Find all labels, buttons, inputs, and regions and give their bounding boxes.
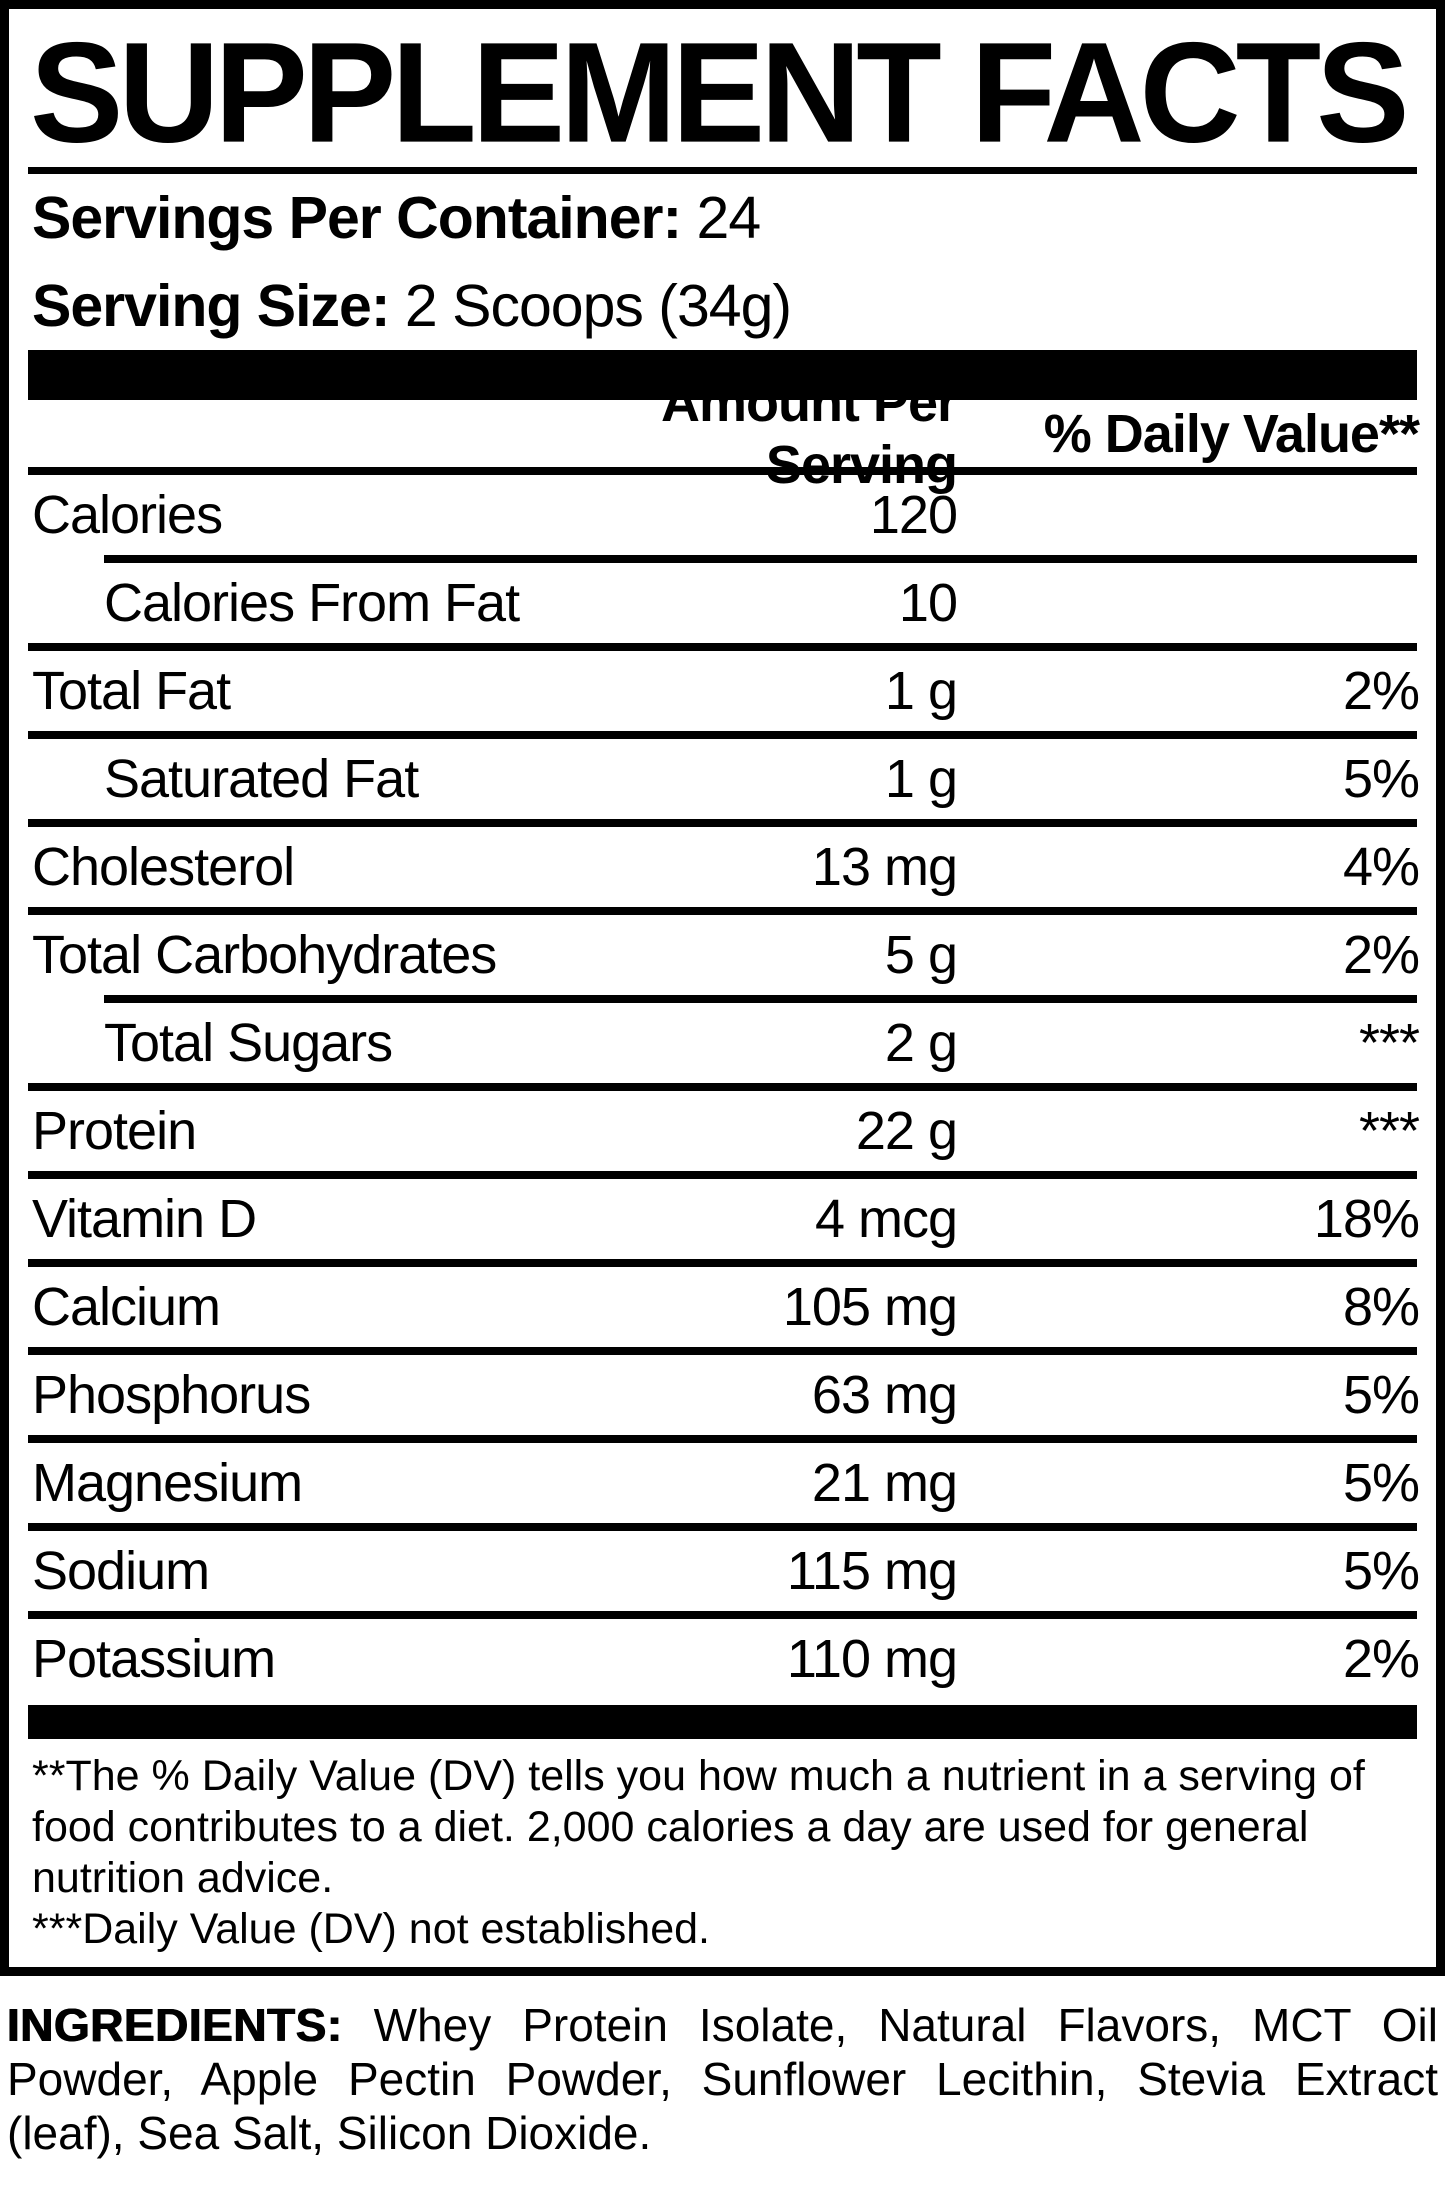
supplement-facts-title: SUPPLEMENT FACTS bbox=[30, 12, 1410, 173]
nutrient-daily-value: 4% bbox=[1342, 837, 1420, 897]
nutrient-rows: Calories 120 Calories From Fat 10 Total … bbox=[26, 475, 1420, 1699]
divider-bar-bottom bbox=[28, 1705, 1417, 1739]
nutrient-amount: 120 bbox=[869, 485, 958, 545]
nutrient-name: Phosphorus bbox=[32, 1365, 311, 1425]
nutrient-daily-value: 5% bbox=[1342, 1365, 1420, 1425]
table-row: Vitamin D 4 mcg 18% bbox=[26, 1179, 1420, 1259]
title-divider bbox=[28, 167, 1417, 174]
serving-size-label: Serving Size: bbox=[32, 273, 391, 339]
not-established-footnote: ***Daily Value (DV) not established. bbox=[32, 1905, 710, 1953]
table-row: Cholesterol 13 mg 4% bbox=[26, 827, 1420, 907]
nutrient-daily-value: 8% bbox=[1342, 1277, 1420, 1337]
serving-size-value: 2 Scoops (34g) bbox=[389, 273, 792, 339]
nutrient-name: Calories bbox=[32, 485, 223, 545]
row-divider bbox=[28, 1611, 1417, 1619]
table-row: Potassium 110 mg 2% bbox=[26, 1619, 1420, 1699]
footnotes: **The % Daily Value (DV) tells you how m… bbox=[26, 1739, 1419, 1955]
table-row: Calories From Fat 10 bbox=[26, 563, 1419, 643]
nutrient-amount: 2 g bbox=[884, 1013, 958, 1073]
serving-size-line: Serving Size: 2 Scoops (34g) bbox=[26, 262, 1419, 350]
ingredients-text: Whey Protein Isolate, Natural Flavors, M… bbox=[7, 1999, 1438, 2159]
row-divider bbox=[104, 555, 1417, 563]
table-row: Magnesium 21 mg 5% bbox=[26, 1443, 1420, 1523]
nutrient-amount: 13 mg bbox=[811, 837, 958, 897]
nutrient-amount: 110 mg bbox=[786, 1629, 958, 1689]
table-row: Sodium 115 mg 5% bbox=[26, 1531, 1420, 1611]
daily-value-header: % Daily Value** bbox=[1043, 403, 1420, 464]
table-row: Phosphorus 63 mg 5% bbox=[26, 1355, 1420, 1435]
nutrient-daily-value: 5% bbox=[1342, 1453, 1420, 1513]
nutrient-name: Potassium bbox=[32, 1629, 276, 1689]
ingredients-label: INGREDIENTS: bbox=[7, 1999, 343, 2051]
nutrient-name: Saturated Fat bbox=[104, 749, 419, 809]
table-row: Calcium 105 mg 8% bbox=[26, 1267, 1420, 1347]
table-row: Calories 120 bbox=[26, 475, 1419, 555]
nutrient-amount: 5 g bbox=[884, 925, 958, 985]
nutrient-name: Total Fat bbox=[32, 661, 231, 721]
nutrient-name: Protein bbox=[32, 1101, 197, 1161]
divider-bar-top bbox=[28, 350, 1417, 400]
nutrient-daily-value: 2% bbox=[1342, 1629, 1420, 1689]
nutrient-amount: 115 mg bbox=[786, 1541, 958, 1601]
nutrient-amount: 22 g bbox=[855, 1101, 958, 1161]
row-divider bbox=[28, 819, 1417, 827]
table-row: Total Carbohydrates 5 g 2% bbox=[26, 915, 1420, 995]
nutrient-daily-value: 2% bbox=[1342, 925, 1420, 985]
nutrient-name: Total Sugars bbox=[104, 1013, 393, 1073]
table-row: Protein 22 g *** bbox=[26, 1091, 1420, 1171]
nutrient-name: Calories From Fat bbox=[104, 573, 520, 633]
row-divider bbox=[28, 1523, 1417, 1531]
row-divider bbox=[28, 907, 1417, 915]
facts-panel: SUPPLEMENT FACTS Servings Per Container:… bbox=[0, 0, 1445, 1976]
servings-per-container-label: Servings Per Container: bbox=[32, 185, 682, 251]
amount-per-serving-header: Amount Per Serving bbox=[660, 372, 958, 495]
table-row: Total Fat 1 g 2% bbox=[26, 651, 1420, 731]
nutrient-amount: 1 g bbox=[884, 749, 958, 809]
allergen-section: Contains Allergen(s): Milk bbox=[0, 2160, 1445, 2208]
table-row: Total Sugars 2 g *** bbox=[26, 1003, 1420, 1083]
nutrient-name: Total Carbohydrates bbox=[32, 925, 497, 985]
nutrient-daily-value: 5% bbox=[1342, 1541, 1420, 1601]
nutrient-name: Magnesium bbox=[32, 1453, 303, 1513]
servings-per-container-line: Servings Per Container: 24 bbox=[26, 174, 1419, 262]
ingredients-section: INGREDIENTS: Whey Protein Isolate, Natur… bbox=[0, 1976, 1445, 2160]
nutrient-amount: 63 mg bbox=[811, 1365, 958, 1425]
row-divider bbox=[28, 731, 1417, 739]
row-divider bbox=[28, 1435, 1417, 1443]
daily-value-footnote: **The % Daily Value (DV) tells you how m… bbox=[32, 1752, 1365, 1902]
row-divider bbox=[28, 1083, 1417, 1091]
table-header-row: Amount Per Serving % Daily Value** bbox=[26, 373, 1420, 495]
nutrient-name: Vitamin D bbox=[32, 1189, 257, 1249]
nutrient-daily-value: *** bbox=[1358, 1013, 1420, 1073]
nutrient-amount: 21 mg bbox=[811, 1453, 958, 1513]
nutrient-amount: 4 mcg bbox=[814, 1189, 958, 1249]
row-divider bbox=[28, 643, 1417, 651]
nutrient-daily-value: 5% bbox=[1342, 749, 1420, 809]
nutrient-daily-value: *** bbox=[1358, 1101, 1420, 1161]
nutrient-name: Calcium bbox=[32, 1277, 221, 1337]
servings-per-container-value: 24 bbox=[681, 185, 762, 251]
nutrient-name: Sodium bbox=[32, 1541, 210, 1601]
row-divider bbox=[28, 1171, 1417, 1179]
row-divider bbox=[28, 1347, 1417, 1355]
table-row: Saturated Fat 1 g 5% bbox=[26, 739, 1420, 819]
nutrient-daily-value: 2% bbox=[1342, 661, 1420, 721]
nutrient-amount: 105 mg bbox=[782, 1277, 958, 1337]
row-divider bbox=[104, 995, 1417, 1003]
row-divider bbox=[28, 1259, 1417, 1267]
nutrient-amount: 10 bbox=[898, 573, 958, 633]
nutrient-amount: 1 g bbox=[884, 661, 958, 721]
nutrient-daily-value: 18% bbox=[1313, 1189, 1420, 1249]
nutrient-name: Cholesterol bbox=[32, 837, 295, 897]
header-divider bbox=[28, 467, 1417, 475]
